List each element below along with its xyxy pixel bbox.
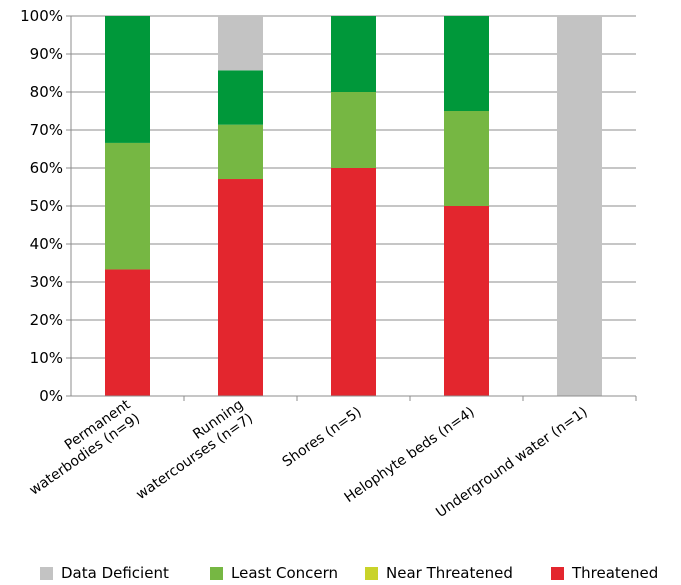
bar-segment: [331, 168, 376, 396]
y-tick-label: 20%: [30, 311, 63, 329]
y-tick-label: 70%: [30, 121, 63, 139]
x-category-label-line: Shores (n=5): [280, 404, 365, 470]
legend-label: Data Deficient: [61, 564, 169, 582]
y-tick-label: 100%: [20, 7, 63, 25]
bar-segment: [444, 16, 489, 111]
y-tick-label: 80%: [30, 83, 63, 101]
legend: Data Deficient Least Concern Near Threat…: [0, 562, 681, 584]
legend-label: Threatened: [572, 564, 659, 582]
x-axis-labels: Permanentwaterbodies (n=9) Runningwaterco…: [17, 396, 591, 521]
y-tick-label: 30%: [30, 273, 63, 291]
bar-segment: [557, 16, 602, 396]
legend-label: Near Threatened: [386, 564, 513, 582]
legend-swatch: [210, 566, 223, 580]
y-tick-label: 10%: [30, 349, 63, 367]
bar-segment: [218, 16, 263, 71]
bar-segment: [105, 269, 150, 396]
bar-segment: [444, 111, 489, 206]
bar-segment: [218, 179, 263, 396]
bar-segment: [444, 206, 489, 396]
legend-item-least-concern: Least Concern: [210, 562, 338, 584]
y-tick-label: 50%: [30, 197, 63, 215]
y-tick-label: 0%: [39, 387, 63, 405]
bar-segment: [331, 92, 376, 168]
x-category-label: Permanentwaterbodies (n=9): [17, 396, 143, 498]
y-tick-label: 90%: [30, 45, 63, 63]
x-category-label: Shores (n=5): [280, 404, 365, 470]
y-tick-label: 60%: [30, 159, 63, 177]
x-category-label: Runningwatercourses (n=7): [124, 397, 256, 503]
bar-segment: [105, 16, 150, 143]
legend-item-threatened: Threatened: [551, 562, 658, 584]
x-category-label-line: watercourses (n=7): [133, 410, 256, 503]
legend-label: Least Concern: [231, 564, 339, 582]
bar-segment: [218, 70, 263, 125]
y-tick-label: 40%: [30, 235, 63, 253]
bars: [105, 16, 602, 396]
bar-segment: [105, 142, 150, 270]
bar-segment: [331, 16, 376, 92]
legend-swatch: [551, 566, 564, 580]
bar-segment: [218, 124, 263, 180]
legend-swatch: [365, 566, 378, 580]
y-axis-ticks: 0% 10% 20% 30% 40% 50% 60% 70% 80% 90% 100%: [20, 7, 71, 405]
legend-item-near-threatened: Near Threatened: [365, 562, 513, 584]
legend-item-data-deficient: Data Deficient: [40, 562, 169, 584]
legend-swatch: [40, 566, 53, 580]
